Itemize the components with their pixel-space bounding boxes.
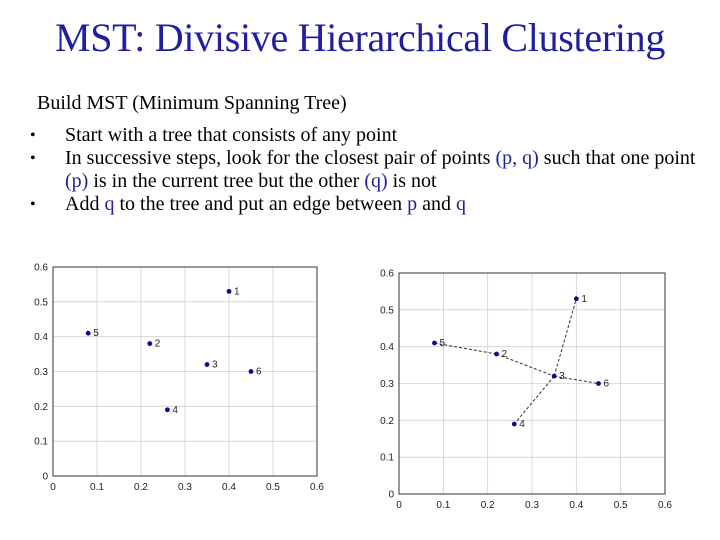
scatter-plot-points: 0 0.1 0.2 0.3 0.4 0.5 0.6 0 0.1 0.2 0.3 0.4 0.5 0.6 1 2… xyxy=(34,263,324,494)
bullet-highlight: p xyxy=(407,193,418,215)
point-label: 1 xyxy=(234,286,240,297)
mst-edge xyxy=(434,342,497,355)
slide-subtitle: Build MST (Minimum Spanning Tree) xyxy=(37,92,347,114)
bullet-list: • Start with a tree that consists of any… xyxy=(30,124,700,216)
x-tick-label: 0 xyxy=(396,500,402,511)
point-label: 2 xyxy=(155,339,161,350)
point-label: 4 xyxy=(519,419,525,430)
point-label: 3 xyxy=(212,360,218,371)
x-tick-label: 0.5 xyxy=(614,500,628,511)
y-tick-label: 0.3 xyxy=(34,367,48,378)
bullet-text: is in the current tree but the other xyxy=(88,170,365,192)
bullet-item: • Add q to the tree and put an edge betw… xyxy=(30,193,700,216)
slide-title: MST: Divisive Hierarchical Clustering xyxy=(54,15,666,60)
mst-edge xyxy=(496,353,555,377)
y-tick-label: 0.6 xyxy=(34,263,48,274)
point-label: 2 xyxy=(502,349,508,360)
bullet-text: In successive steps, look for the closes… xyxy=(65,147,496,169)
y-tick-label: 0.4 xyxy=(380,342,394,353)
x-tick-label: 0.2 xyxy=(134,482,148,493)
data-point xyxy=(432,340,437,346)
point-label: 3 xyxy=(559,371,565,382)
y-tick-label: 0.3 xyxy=(380,379,394,390)
bullet-text: such that one point xyxy=(538,147,696,169)
bullet-highlight: (q) xyxy=(364,170,388,192)
x-tick-label: 0.4 xyxy=(222,482,236,493)
x-tick-label: 0.6 xyxy=(310,482,324,493)
data-point xyxy=(85,330,91,336)
point-label: 6 xyxy=(604,379,610,390)
x-tick-label: 0.1 xyxy=(90,482,104,493)
x-tick-label: 0.1 xyxy=(436,500,450,511)
bullet-text: Add xyxy=(65,193,105,215)
bullet-text: and xyxy=(417,193,456,215)
mst-edge xyxy=(554,375,599,384)
bullet-dot: • xyxy=(30,127,36,144)
mst-edge xyxy=(553,298,577,377)
data-point xyxy=(147,341,153,347)
scatter-plot-mst: 0 0.1 0.2 0.3 0.4 0.5 0.6 0 0.1 0.2 0.3 0.4 0.5 0.6 1 2… xyxy=(380,269,672,512)
bullet-highlight: q xyxy=(456,193,466,215)
mst-edge xyxy=(513,375,555,425)
point-label: 5 xyxy=(439,338,445,349)
y-tick-label: 0.2 xyxy=(380,416,394,427)
x-tick-label: 0.4 xyxy=(569,500,583,511)
point-label: 4 xyxy=(172,405,178,416)
bullet-text: is not xyxy=(387,170,437,192)
y-tick-label: 0.2 xyxy=(34,402,48,413)
x-tick-label: 0.2 xyxy=(481,500,495,511)
x-tick-label: 0.5 xyxy=(266,482,280,493)
data-point xyxy=(204,362,210,367)
y-tick-label: 0.6 xyxy=(380,269,394,280)
y-tick-label: 0.1 xyxy=(34,437,48,448)
bullet-dot: • xyxy=(30,150,36,167)
x-tick-label: 0 xyxy=(50,482,56,493)
y-tick-label: 0.1 xyxy=(380,453,394,464)
data-point xyxy=(551,373,557,379)
bullet-text: Start with a tree that consists of any p… xyxy=(65,124,398,146)
x-tick-label: 0.6 xyxy=(658,500,672,511)
plot-frame xyxy=(52,266,318,477)
y-tick-label: 0.5 xyxy=(34,297,48,308)
data-point xyxy=(494,351,499,357)
bullet-highlight: q xyxy=(104,193,115,215)
bullet-item: • Start with a tree that consists of any… xyxy=(30,124,700,147)
bullet-item: • In successive steps, look for the clos… xyxy=(30,147,700,193)
y-tick-label: 0 xyxy=(42,472,48,483)
x-tick-label: 0.3 xyxy=(525,500,539,511)
point-label: 6 xyxy=(256,367,262,378)
data-point xyxy=(226,288,232,294)
plot-frame xyxy=(398,272,666,495)
data-point xyxy=(511,421,517,427)
data-point xyxy=(596,381,601,386)
bullet-dot: • xyxy=(30,196,36,213)
bullet-highlight: (p) xyxy=(65,170,89,192)
bullet-highlight: (p, q) xyxy=(495,147,539,169)
y-tick-label: 0.4 xyxy=(34,332,48,343)
y-tick-label: 0 xyxy=(388,490,394,501)
bullet-text: to the tree and put an edge between xyxy=(114,193,408,215)
data-point xyxy=(248,369,254,374)
data-point xyxy=(165,407,170,413)
x-tick-label: 0.3 xyxy=(178,482,192,493)
y-tick-label: 0.5 xyxy=(380,305,394,316)
point-label: 5 xyxy=(93,328,99,339)
point-label: 1 xyxy=(581,294,587,305)
data-point xyxy=(573,296,579,302)
